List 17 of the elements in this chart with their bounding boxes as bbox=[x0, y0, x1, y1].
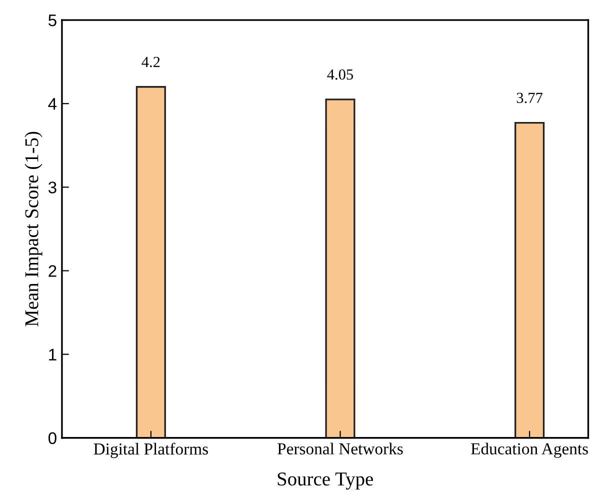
y-tick-label: 4 bbox=[48, 98, 57, 110]
y-tick-label: 1 bbox=[49, 348, 56, 360]
y-tick-label: 3 bbox=[48, 182, 56, 194]
x-tick-label: Education Agents bbox=[471, 442, 588, 458]
data-label: 3.77 bbox=[516, 92, 542, 104]
data-label: 4.05 bbox=[327, 69, 354, 80]
bar bbox=[514, 122, 545, 438]
bar bbox=[325, 98, 356, 438]
x-axis-title: Source Type bbox=[278, 472, 373, 490]
x-tick-label: Personal Networks bbox=[278, 442, 403, 454]
data-label: 4.2 bbox=[142, 56, 160, 68]
y-tick-label: 0 bbox=[48, 432, 56, 444]
y-tick-label: 5 bbox=[48, 14, 56, 26]
x-tick-label: Digital Platforms bbox=[94, 442, 208, 458]
y-tick-label: 2 bbox=[48, 265, 56, 277]
y-axis-title: Mean Impact Score (1-5) bbox=[24, 132, 42, 326]
bar bbox=[136, 86, 166, 438]
